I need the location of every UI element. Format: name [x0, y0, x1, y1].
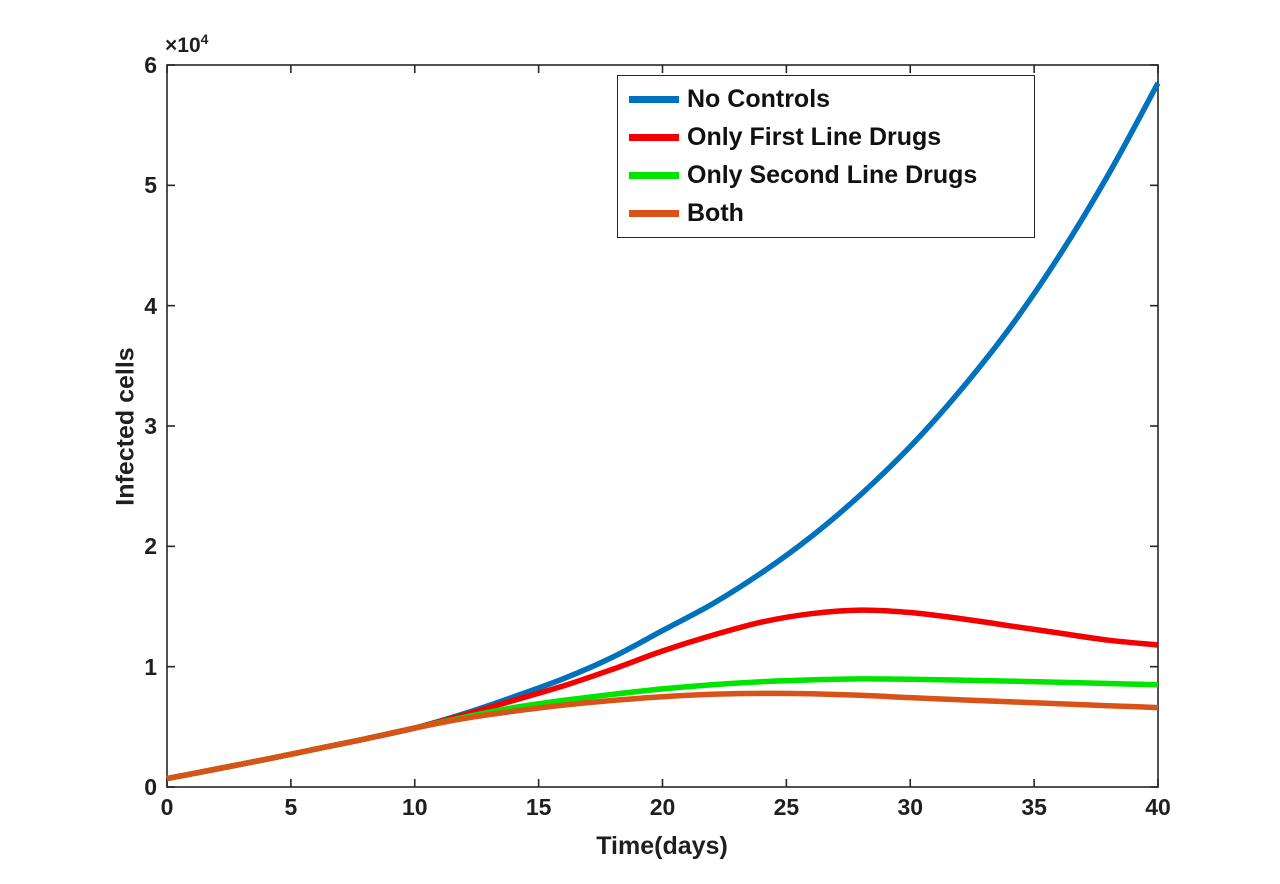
y-axis-exponent-power: 4 [200, 31, 209, 47]
x-tick-label: 40 [1145, 794, 1171, 820]
legend-label: Both [687, 198, 744, 227]
x-tick-label: 0 [160, 794, 174, 820]
y-axis-exponent-base: ×10 [165, 34, 201, 57]
legend-label: No Controls [687, 85, 831, 114]
series-line-both [166, 690, 1159, 782]
x-axis-label: Time(days) [596, 832, 728, 860]
legend-line-swatch-both [629, 209, 679, 217]
legend-line-swatch-no-controls [629, 96, 679, 104]
legend-row: Only First Line Drugs [629, 125, 1034, 150]
legend-label: Only Second Line Drugs [687, 160, 978, 189]
legend: No Controls Only First Line Drugs Only S… [617, 75, 1035, 238]
legend-row: Both [629, 198, 1034, 227]
y-tick-label: 2 [144, 533, 157, 560]
legend-line-swatch-only-second-line-drugs [629, 171, 679, 179]
x-tick-label: 5 [284, 794, 298, 820]
legend-row: No Controls [629, 87, 1034, 112]
x-tick-label: 35 [1021, 794, 1047, 820]
legend-label: Only First Line Drugs [687, 123, 942, 152]
y-tick-label: 0 [144, 774, 157, 800]
x-tick-label: 10 [401, 794, 428, 820]
x-tick-label: 25 [773, 794, 800, 820]
y-tick-label: 6 [144, 52, 157, 78]
legend-line-swatch-only-first-line-drugs [629, 134, 679, 142]
y-tick-label: 4 [144, 292, 157, 319]
y-axis-exponent: ×104 [165, 31, 208, 58]
y-tick-label: 1 [144, 653, 157, 680]
x-tick-label: 20 [649, 794, 676, 820]
y-tick-label: 3 [144, 413, 157, 439]
legend-row: Only Second Line Drugs [629, 160, 1034, 189]
x-tick-label: 15 [525, 794, 552, 820]
y-tick-label: 5 [144, 172, 157, 199]
series-line-only-second-line-drugs [166, 676, 1159, 782]
x-tick-label: 30 [897, 794, 924, 820]
